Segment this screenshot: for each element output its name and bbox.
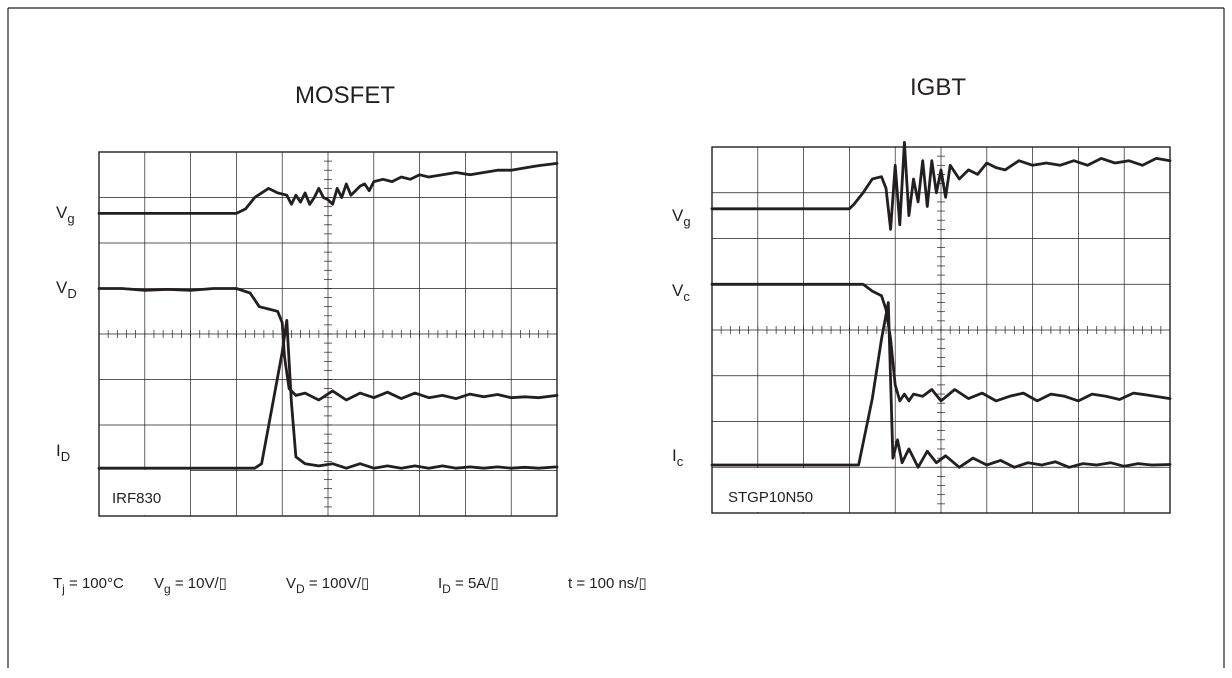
trace-Ic [710,301,1172,469]
condition-item: Tj = 100°C [53,575,124,596]
device-label: STGP10N50 [728,489,813,506]
traces [710,140,1172,469]
panel-title: MOSFET [295,82,395,109]
channel-label-gate: Vg [672,206,691,229]
igbt-panel: IGBT Vg Vc Ic STGP10N50 [672,74,1172,514]
channel-label-current: ID [56,441,70,464]
trace-Vg [710,140,1172,231]
trace-ID [97,318,559,470]
trace-Vc [710,282,1172,403]
channel-labels: Vg VD ID [56,203,77,464]
device-label: IRF830 [112,490,161,507]
mosfet-panel: MOSFET Vg VD ID IRF830 [56,82,559,517]
scope-grid [99,152,557,516]
condition-item: Vg = 10V/▯ [154,575,227,596]
device-label-box [100,470,190,515]
channel-label-voltage: Vc [672,281,690,304]
channel-label-gate: Vg [56,203,75,226]
test-conditions: Tj = 100°C Vg = 10V/▯ VD = 100V/▯ ID = 5A/▯… [53,575,647,596]
condition-item: ID = 5A/▯ [438,575,499,596]
trace-Vg [97,161,559,215]
condition-item: VD = 100V/▯ [286,575,369,596]
panel-title: IGBT [910,74,966,101]
channel-label-voltage: VD [56,278,77,301]
channel-labels: Vg Vc Ic [672,206,691,469]
condition-item: t = 100 ns/▯ [568,575,647,592]
trace-VD [97,287,559,402]
channel-label-current: Ic [672,446,684,469]
traces [97,161,559,470]
device-label-box [713,468,845,512]
